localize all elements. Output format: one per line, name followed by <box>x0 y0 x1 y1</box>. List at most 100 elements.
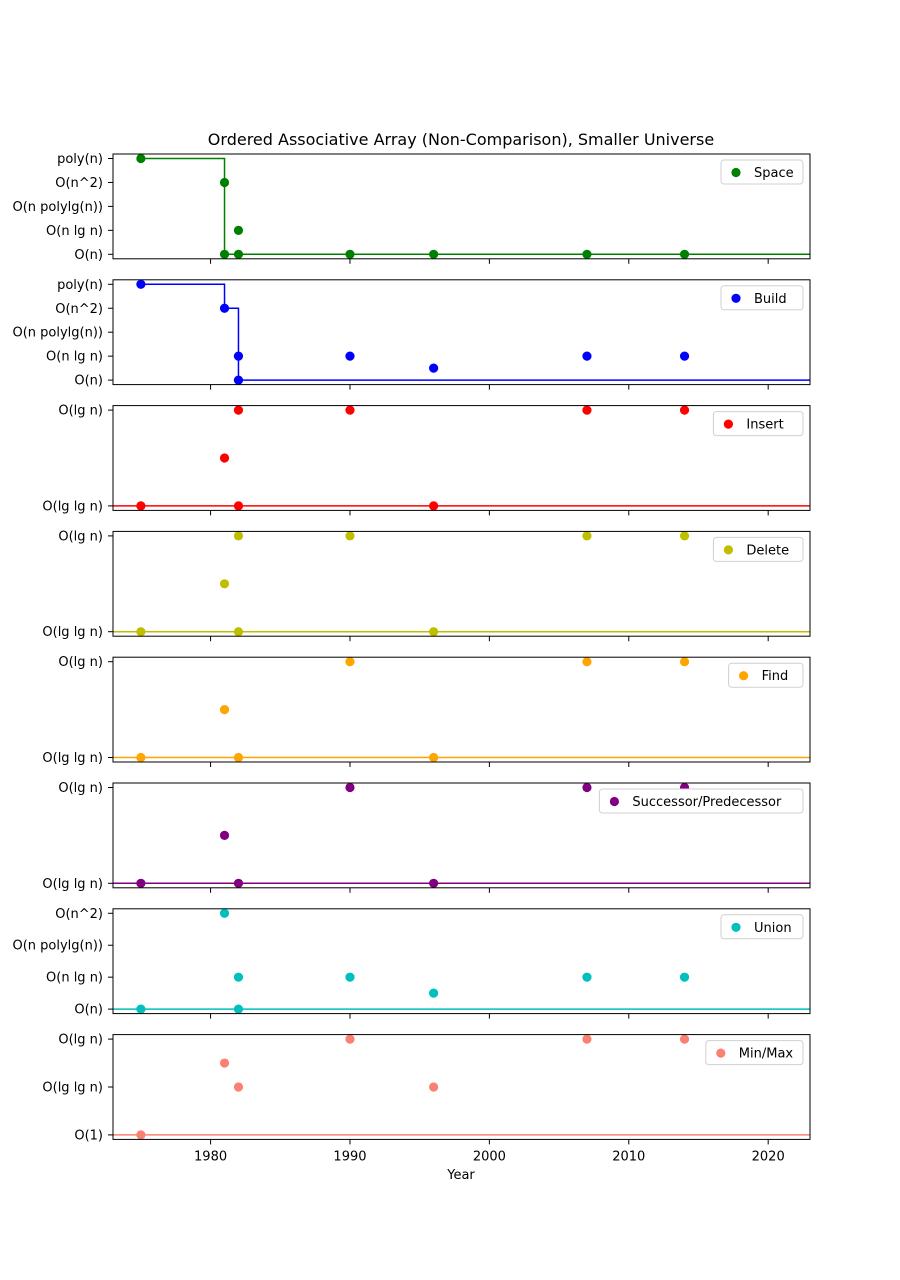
panel-frame <box>112 405 811 511</box>
panel-frame <box>112 908 811 1015</box>
panel-frame <box>112 782 811 889</box>
y-tick-label: poly(n) <box>57 152 103 167</box>
frontier-line <box>140 157 810 256</box>
panel-frame <box>112 1034 811 1140</box>
data-point <box>219 1058 230 1068</box>
legend: Find <box>728 662 804 688</box>
data-point <box>219 579 230 589</box>
data-point <box>136 627 146 637</box>
data-point <box>219 249 230 259</box>
y-tick-label: O(lg lg n) <box>42 625 103 640</box>
data-point <box>582 657 592 667</box>
x-tick-label: 1990 <box>333 1149 366 1164</box>
panel-min-max: 1980 1990 2000 2010 2020 O(1) O(lg lg n) O(lg n… <box>42 1033 811 1164</box>
data-point <box>429 1082 439 1092</box>
y-tick-label: O(lg lg n) <box>42 1081 103 1096</box>
panel-frame <box>112 656 811 763</box>
x-axis-label: Year <box>446 1168 475 1183</box>
legend-box <box>712 411 804 437</box>
y-tick-label: O(n polylg(n)) <box>12 200 103 215</box>
legend-box <box>720 914 804 940</box>
legend-box <box>720 285 804 311</box>
chart-title: Ordered Associative Array (Non-Compariso… <box>208 130 714 149</box>
data-point <box>219 705 230 715</box>
legend: Successor/Predecessor <box>598 788 804 814</box>
data-point <box>679 531 690 541</box>
panel-space: O(n) O(n lg n) O(n polylg(n)) O(n^2) poly(n)… <box>12 152 811 264</box>
data-point <box>679 657 690 667</box>
data-point <box>233 405 244 415</box>
y-tick-label: O(lg n) <box>58 529 103 544</box>
legend-marker <box>609 796 620 807</box>
data-point <box>345 782 355 793</box>
x-tick-label: 2010 <box>612 1149 645 1164</box>
data-point <box>233 972 244 982</box>
data-point <box>429 249 439 259</box>
legend: Min/Max <box>705 1040 804 1066</box>
legend-label: Insert <box>746 418 783 433</box>
y-tick-label: O(n lg n) <box>46 971 103 986</box>
data-point <box>679 351 690 361</box>
legend: Space <box>720 159 804 185</box>
data-point <box>679 249 690 259</box>
data-point <box>233 878 244 888</box>
y-tick-label: poly(n) <box>57 278 103 293</box>
y-tick-label: O(lg n) <box>58 1033 103 1048</box>
data-point <box>233 627 244 637</box>
data-point <box>233 1004 244 1014</box>
y-tick-label: O(n lg n) <box>46 224 103 239</box>
data-point <box>582 249 592 259</box>
panel-successor-predecessor: O(lg lg n) O(lg n) Successor/Predecessor <box>42 781 811 893</box>
data-point <box>233 225 244 235</box>
y-tick-label: O(n^2) <box>55 907 103 922</box>
legend-box <box>712 536 804 562</box>
data-point <box>345 249 355 259</box>
data-point <box>136 1130 146 1140</box>
data-point <box>679 972 690 982</box>
data-point <box>233 375 244 385</box>
data-point <box>233 351 244 361</box>
x-tick-label: 1980 <box>194 1149 227 1164</box>
panel-frame <box>112 153 811 260</box>
data-point <box>136 153 146 164</box>
data-point <box>136 1004 146 1014</box>
legend-marker <box>731 167 741 178</box>
y-tick-label: O(lg lg n) <box>42 751 103 766</box>
legend-label: Successor/Predecessor <box>632 795 782 810</box>
legend-box <box>598 788 804 814</box>
frontier-line <box>140 283 810 381</box>
data-point <box>582 531 592 541</box>
legend-label: Min/Max <box>739 1047 794 1062</box>
data-point <box>429 501 439 511</box>
legend-label: Find <box>762 669 789 684</box>
legend: Delete <box>712 536 804 562</box>
y-tick-label: O(n) <box>74 248 103 263</box>
y-tick-label: O(n^2) <box>55 176 103 191</box>
y-tick-label: O(lg lg n) <box>42 877 103 892</box>
legend-label: Delete <box>746 543 789 558</box>
y-tick-label: O(lg n) <box>58 655 103 670</box>
panel-delete: O(lg lg n) O(lg n) Delete <box>42 529 811 642</box>
legend-marker <box>723 419 734 429</box>
panel-insert: O(lg lg n) O(lg n) Insert <box>42 404 811 516</box>
data-point <box>582 405 592 415</box>
legend-marker <box>731 293 741 303</box>
data-point <box>136 878 146 888</box>
y-tick-label: O(n) <box>74 374 103 389</box>
legend: Insert <box>712 411 804 437</box>
legend-marker <box>723 545 734 555</box>
data-point <box>219 453 230 463</box>
data-point <box>429 363 439 373</box>
legend-box <box>720 159 804 185</box>
data-point <box>345 405 355 415</box>
legend-label: Union <box>754 921 792 936</box>
data-point <box>233 249 244 259</box>
y-tick-label: O(n polylg(n)) <box>12 326 103 341</box>
legend-marker <box>739 671 749 681</box>
y-tick-label: O(lg n) <box>58 404 103 419</box>
panel-build: O(n) O(n lg n) O(n polylg(n)) O(n^2) poly(n)… <box>12 278 811 390</box>
data-point <box>219 830 230 841</box>
data-point <box>429 878 439 888</box>
data-point <box>219 908 230 918</box>
